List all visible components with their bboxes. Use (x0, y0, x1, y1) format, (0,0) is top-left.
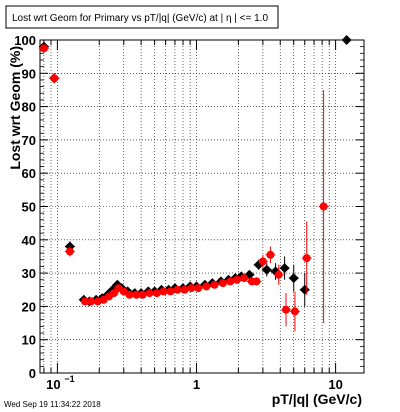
y-tick-label: 80 (22, 100, 36, 115)
data-point-red (65, 247, 74, 256)
timestamp: Wed Sep 19 11:34:22 2018 (4, 400, 101, 409)
y-tick-label: 70 (22, 133, 36, 148)
data-point-red (319, 202, 328, 211)
data-point-red (173, 285, 182, 294)
data-point-black (279, 263, 290, 274)
data-point-red (274, 270, 283, 279)
y-tick-label: 30 (22, 266, 36, 281)
chart-title: Lost wrt Geom for Primary vs pT/|q| (GeV… (12, 13, 268, 24)
data-point-black (299, 284, 310, 295)
x-tick-label: 10 (46, 377, 60, 392)
data-point-red (125, 290, 134, 299)
data-point-red (132, 290, 141, 299)
data-point-red (194, 284, 203, 293)
y-tick-label: 10 (22, 333, 36, 348)
data-point-red (81, 297, 90, 306)
data-point-red (39, 44, 48, 53)
data-point-red (210, 280, 219, 289)
data-point-red (258, 257, 267, 266)
data-point-red (138, 290, 147, 299)
data-point-red (252, 277, 261, 286)
data-point-red (50, 74, 59, 83)
data-point-red (290, 307, 299, 316)
data-point-black (341, 35, 352, 45)
y-tick-label: 40 (22, 233, 36, 248)
x-axis-title: pT/|q| (GeV/c) (272, 391, 362, 407)
y-tick-label: 20 (22, 299, 36, 314)
y-axis-title: Lost wrt Geom (%) (7, 46, 23, 170)
data-point-red (232, 275, 241, 284)
title-box (5, 5, 279, 29)
y-tick-label: 50 (22, 200, 36, 215)
data-point-red (240, 274, 249, 283)
data-point-red (166, 287, 175, 296)
data-point-red (302, 254, 311, 263)
data-point-red (87, 297, 96, 306)
y-tick-label: 0 (29, 366, 36, 381)
y-tick-label: 60 (22, 166, 36, 181)
data-point-red (202, 282, 211, 291)
data-point-red (180, 285, 189, 294)
grid-layer (40, 40, 364, 373)
data-point-red (187, 284, 196, 293)
tick-layer: 0 10 20 30 40 50 60 70 80 90 100 10 −1 1 10 (14, 33, 364, 392)
data-point-black (261, 264, 272, 275)
data-point-red (282, 305, 291, 314)
y-tick-label: 90 (22, 66, 36, 81)
data-point-red (218, 279, 227, 288)
x-tick-label: 1 (193, 377, 200, 392)
data-layer (38, 35, 352, 332)
x-tick-label: 10 (328, 377, 342, 392)
data-point-black (288, 273, 299, 284)
data-point-red (159, 287, 168, 296)
data-point-red (266, 250, 275, 259)
y-tick-label: 100 (14, 33, 36, 48)
x-tick-exponent: −1 (64, 374, 74, 384)
data-point-red (145, 289, 154, 298)
